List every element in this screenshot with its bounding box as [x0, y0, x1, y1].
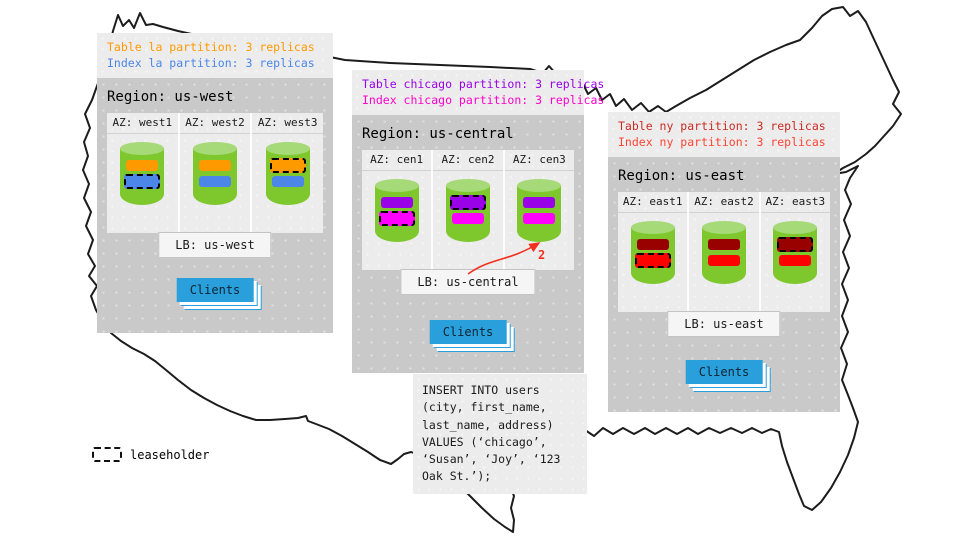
cylinder-top: [701, 221, 746, 234]
database-cylinder-icon: [265, 142, 310, 205]
cylinder-top: [445, 179, 490, 192]
load-balancer-box: LB: us-east: [667, 311, 781, 337]
cylinder-top: [630, 221, 675, 234]
region-panel: Region: us-central AZ: cen1 AZ: cen2: [352, 115, 584, 373]
sql-statement: INSERT INTO users (city, first_name, las…: [413, 374, 587, 494]
index-partition-bar: [779, 255, 812, 266]
index-partition-bar: [124, 174, 161, 189]
table-partition-bar: [777, 237, 814, 252]
az-west2: AZ: west2: [179, 113, 251, 233]
database-cylinder-icon: [517, 179, 562, 242]
table-partition-bar: [126, 160, 159, 171]
az-row: AZ: east1 AZ: east2 AZ: east3: [618, 192, 830, 312]
legend-table-partition: Table chicago partition: 3 replicas: [362, 77, 605, 91]
leaseholder-swatch-icon: [92, 447, 122, 462]
legend-index-partition: Index la partition: 3 replicas: [107, 56, 315, 70]
partition-legend-east: Table ny partition: 3 replicas Index ny …: [608, 112, 840, 157]
table-partition-bar: [523, 197, 556, 208]
index-partition-bar: [634, 253, 671, 268]
region-panel: Region: us-west AZ: west1 AZ: west2: [97, 78, 333, 333]
az-label: AZ: west2: [179, 113, 251, 134]
az-west3: AZ: west3: [252, 113, 324, 233]
leaseholder-key: leaseholder: [92, 447, 209, 462]
az-label: AZ: cen1: [362, 150, 432, 171]
region-panel: Region: us-east AZ: east1 AZ: east2: [608, 157, 840, 412]
table-partition-bar: [269, 158, 306, 173]
index-partition-bar: [707, 255, 740, 266]
az-row: AZ: west1 AZ: west2 AZ: west3: [107, 113, 324, 233]
legend-index-partition: Index chicago partition: 3 replicas: [362, 93, 605, 107]
database-cylinder-icon: [773, 221, 818, 284]
table-partition-bar: [380, 197, 413, 208]
legend-table-partition: Table la partition: 3 replicas: [107, 40, 315, 54]
table-partition-bar: [449, 195, 486, 210]
az-east3: AZ: east3: [760, 192, 830, 312]
clients-button: Clients: [429, 320, 507, 344]
clients-button: Clients: [685, 360, 763, 384]
az-label: AZ: west3: [252, 113, 324, 134]
database-cylinder-icon: [374, 179, 419, 242]
database-cylinder-icon: [445, 179, 490, 242]
cylinder-top: [374, 179, 419, 192]
clients-button: Clients: [176, 278, 254, 302]
database-cylinder-icon: [120, 142, 165, 205]
az-east2: AZ: east2: [689, 192, 759, 312]
database-cylinder-icon: [193, 142, 237, 205]
partition-legend-central: Table chicago partition: 3 replicas Inde…: [352, 70, 605, 115]
region-title: Region: us-east: [618, 168, 745, 184]
index-partition-bar: [378, 211, 415, 226]
az-label: AZ: west1: [107, 113, 178, 134]
az-label: AZ: east1: [618, 192, 688, 213]
az-west1: AZ: west1: [107, 113, 178, 233]
table-partition-bar: [707, 239, 740, 250]
az-label: AZ: east3: [760, 192, 830, 213]
az-label: AZ: east2: [689, 192, 759, 213]
cylinder-top: [773, 221, 818, 234]
az-label: AZ: cen2: [433, 150, 503, 171]
az-cen2: AZ: cen2: [433, 150, 503, 270]
region-title: Region: us-central: [362, 126, 514, 142]
cylinder-top: [517, 179, 562, 192]
cylinder-top: [193, 142, 237, 155]
arrow-step-number: 2: [538, 248, 546, 262]
az-cen1: AZ: cen1: [362, 150, 432, 270]
index-partition-bar: [451, 213, 484, 224]
az-east1: AZ: east1: [618, 192, 688, 312]
index-partition-bar: [199, 176, 231, 187]
cylinder-top: [120, 142, 165, 155]
legend-table-partition: Table ny partition: 3 replicas: [618, 119, 826, 133]
index-partition-bar: [523, 213, 556, 224]
database-cylinder-icon: [701, 221, 746, 284]
database-cylinder-icon: [630, 221, 675, 284]
az-label: AZ: cen3: [504, 150, 574, 171]
cylinder-top: [265, 142, 310, 155]
index-partition-bar: [271, 176, 304, 187]
legend-index-partition: Index ny partition: 3 replicas: [618, 135, 826, 149]
leaseholder-label: leaseholder: [130, 447, 210, 462]
table-partition-bar: [199, 160, 231, 171]
load-balancer-box: LB: us-west: [158, 232, 272, 258]
load-balancer-box: LB: us-central: [400, 269, 536, 295]
region-title: Region: us-west: [107, 89, 234, 105]
partition-legend-west: Table la partition: 3 replicas Index la …: [97, 33, 333, 78]
table-partition-bar: [636, 239, 669, 250]
